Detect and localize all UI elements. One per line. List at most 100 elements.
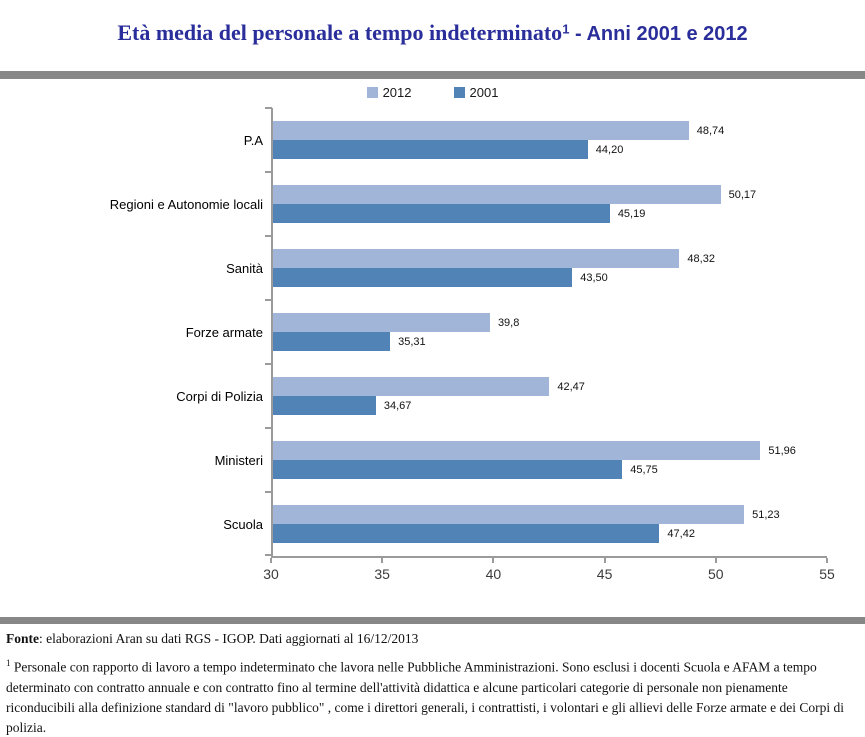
bar-group: 51,96 45,75	[272, 441, 865, 479]
x-axis-tick	[714, 558, 717, 563]
bar-line: 43,50	[272, 268, 865, 287]
value-label: 39,8	[497, 316, 520, 329]
y-axis-tick	[265, 491, 272, 493]
x-axis-tick	[381, 558, 384, 563]
x-axis-tick-label: 45	[596, 566, 613, 582]
bar-line: 50,17	[272, 185, 865, 204]
x-axis: 30 35 40 45 50 55	[263, 556, 835, 582]
chart-row: Sanità 48,32 43,50	[0, 236, 865, 300]
bar-2001	[272, 396, 376, 415]
x-axis-tick	[270, 558, 272, 563]
value-label: 34,67	[383, 399, 412, 412]
value-label: 51,23	[752, 508, 780, 521]
x-axis-tick-label: 30	[263, 566, 279, 582]
value-label: 45,19	[617, 207, 646, 220]
x-axis-tick-label: 50	[708, 566, 724, 582]
legend-label: 2012	[382, 85, 412, 100]
chart-legend: 2012 2001	[0, 85, 865, 100]
y-axis-tick	[265, 234, 272, 237]
bar-group: 50,17 45,19	[272, 185, 865, 223]
chart-row: Forze armate 39,8 35,31	[0, 300, 865, 364]
x-axis-tick-label: 55	[819, 566, 835, 582]
bar-line: 39,8	[272, 313, 865, 332]
source-label: Fonte	[6, 631, 39, 646]
value-label: 50,17	[728, 188, 757, 201]
bar-line: 48,74	[272, 121, 865, 140]
bar-group: 42,47 34,67	[272, 377, 865, 415]
chart-row: Scuola 51,23 47,42	[0, 492, 865, 556]
category-label: Regioni e Autonomie locali	[109, 196, 263, 212]
x-axis-tick	[492, 558, 495, 563]
bar-2012	[272, 185, 721, 204]
x-axis-tick-label: 40	[485, 566, 502, 582]
category-label: Ministeri	[214, 452, 263, 468]
x-axis-tick	[603, 558, 606, 563]
bar-line: 35,31	[272, 332, 865, 351]
bar-2001	[272, 204, 610, 223]
divider-bottom	[0, 617, 865, 624]
title-main: Età media del personale a tempo indeterm…	[117, 20, 563, 45]
bar-line: 34,67	[272, 396, 865, 415]
y-axis-tick	[265, 170, 272, 173]
title-footnote-marker: 1	[562, 21, 570, 37]
value-label: 51,96	[768, 444, 796, 457]
category-label: P.A	[243, 132, 263, 148]
value-label: 47,42	[667, 527, 695, 540]
y-axis-tick	[265, 554, 272, 556]
value-label: 44,20	[595, 143, 624, 156]
bar-line: 51,23	[272, 505, 865, 524]
bar-2001	[272, 268, 573, 287]
bar-line: 44,20	[272, 140, 865, 159]
source-line: Fonte: elaborazioni Aran su dati RGS - I…	[6, 631, 859, 647]
footnote-text: Personale con rapporto di lavoro a tempo…	[6, 659, 845, 735]
x-axis-tick-label: 35	[374, 566, 390, 582]
y-axis	[265, 107, 273, 556]
bar-2012	[272, 121, 689, 140]
chart-rows: P.A 48,74 44,20 Regioni e Autonomie locali 5…	[0, 108, 865, 556]
value-label: 35,31	[398, 335, 426, 348]
title-suffix: - Anni 2001 e 2012	[569, 23, 748, 45]
value-label: 48,74	[696, 124, 725, 137]
legend-item-2012: 2012	[366, 85, 412, 100]
y-axis-tick	[265, 427, 272, 429]
source-text: : elaborazioni Aran su dati RGS - IGOP. …	[39, 631, 419, 646]
bar-2001	[272, 524, 660, 543]
value-label: 43,50	[580, 271, 608, 284]
x-axis-tick	[826, 558, 828, 563]
bar-2001	[272, 460, 623, 479]
y-axis-tick	[265, 107, 272, 109]
legend-swatch	[366, 87, 378, 98]
category-label: Sanità	[226, 260, 263, 276]
bar-2012	[272, 313, 490, 332]
category-label: Corpi di Polizia	[176, 388, 263, 404]
bar-group: 48,32 43,50	[272, 249, 865, 287]
bar-2012	[272, 249, 680, 268]
chart-row: Ministeri 51,96 45,75	[0, 428, 865, 492]
bar-line: 48,32	[272, 249, 865, 268]
legend-label: 2001	[469, 85, 499, 100]
bar-group: 48,74 44,20	[272, 121, 865, 159]
legend-item-2001: 2001	[453, 85, 499, 100]
value-label: 45,75	[630, 463, 658, 476]
page-title: Età media del personale a tempo indeterm…	[0, 0, 865, 46]
bar-2012	[272, 377, 550, 396]
bar-line: 45,75	[272, 460, 865, 479]
footer: Fonte: elaborazioni Aran su dati RGS - I…	[0, 631, 865, 737]
bar-line: 42,47	[272, 377, 865, 396]
value-label: 42,47	[557, 380, 585, 393]
y-axis-tick	[265, 299, 272, 301]
bar-line: 47,42	[272, 524, 865, 543]
bar-line: 51,96	[272, 441, 865, 460]
bar-group: 39,8 35,31	[272, 313, 865, 351]
bar-2001	[272, 332, 391, 351]
chart-row: Corpi di Polizia 42,47 34,67	[0, 364, 865, 428]
footnote: 1 Personale con rapporto di lavoro a tem…	[6, 653, 859, 737]
legend-swatch	[453, 87, 465, 98]
chart-row: P.A 48,74 44,20	[0, 108, 865, 172]
bar-group: 51,23 47,42	[272, 505, 865, 543]
category-label: Scuola	[223, 516, 263, 532]
category-label: Forze armate	[185, 324, 263, 340]
bar-2012	[272, 441, 761, 460]
chart-row: Regioni e Autonomie locali 50,17 45,19	[0, 172, 865, 236]
